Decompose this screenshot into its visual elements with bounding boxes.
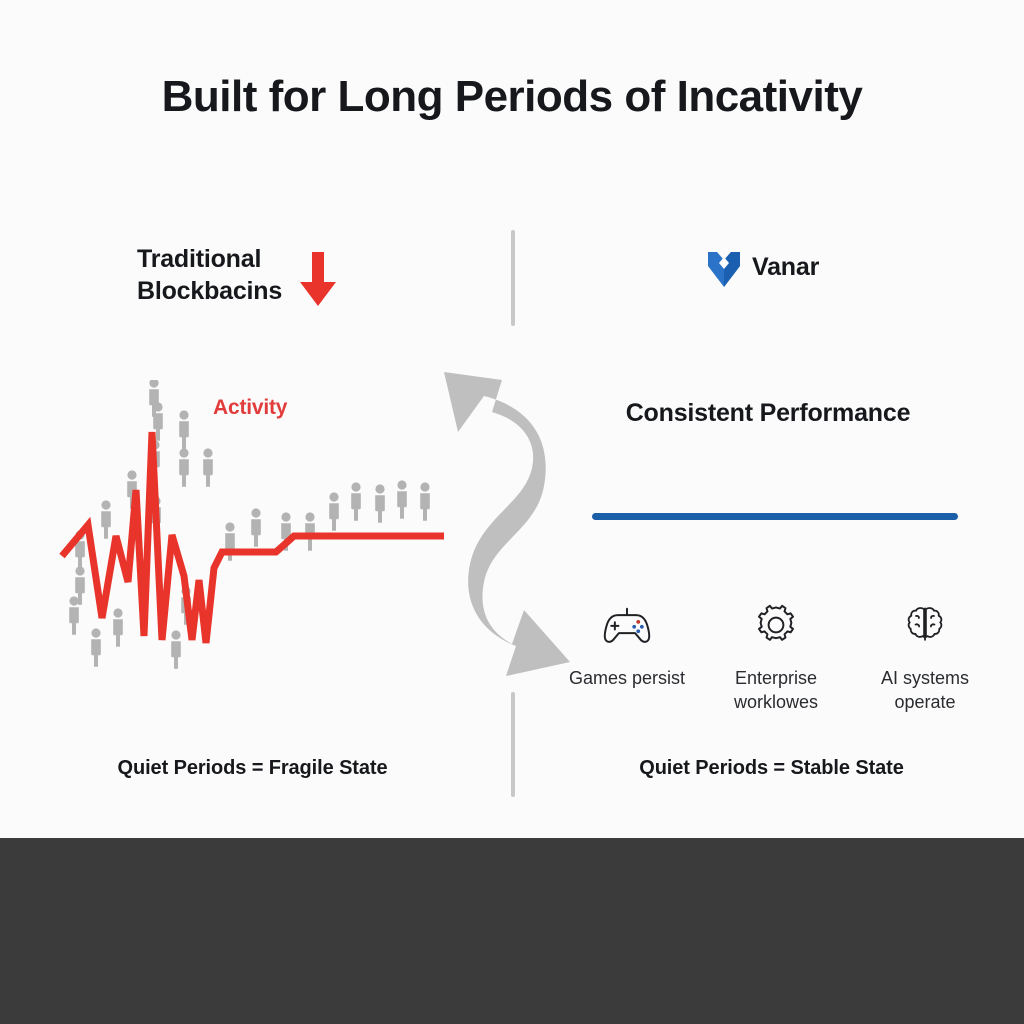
people-pictograms — [69, 380, 430, 669]
activity-label: Activity — [213, 396, 288, 419]
center-divider-top — [511, 230, 515, 326]
left-heading-line2: Blockbacins — [137, 277, 283, 305]
feature-games-persist: Games persist — [562, 600, 692, 715]
feature-ai-systems-operate: AI systems operate — [860, 600, 990, 715]
feature-label: Enterprise worklowes — [733, 668, 819, 713]
center-divider-bottom — [511, 692, 515, 797]
consistent-performance-heading: Consistent Performance — [625, 399, 911, 427]
right-caption: Quiet Periods = Stable State — [639, 757, 904, 779]
vanar-shield-logo — [708, 252, 740, 287]
feature-enterprise-workflows: Enterprise worklowes — [711, 600, 841, 715]
down-arrow-icon — [300, 252, 336, 306]
vanar-brand-name: Vanar — [752, 253, 820, 281]
gear-icon — [758, 604, 794, 641]
footer-band: Optimized for bursts Optimized for susta… — [0, 838, 1024, 1024]
page-title: Built for Long Periods of Incativity — [161, 72, 863, 121]
left-heading-line1: Traditional — [137, 245, 262, 273]
brain-icon — [907, 607, 943, 641]
gamepad-icon — [603, 607, 651, 643]
activity-line — [59, 431, 444, 644]
feature-label: AI systems operate — [880, 668, 969, 713]
consistent-performance-line — [592, 513, 958, 520]
activity-chart — [59, 380, 444, 669]
left-panel-heading: Traditional Blockbacins — [137, 243, 282, 307]
s-curve-double-arrow-icon — [444, 372, 570, 676]
feature-label: Games persist — [568, 668, 686, 688]
feature-list: Games persist Enterprise worklowes — [562, 600, 990, 715]
left-caption: Quiet Periods = Fragile State — [117, 757, 388, 779]
